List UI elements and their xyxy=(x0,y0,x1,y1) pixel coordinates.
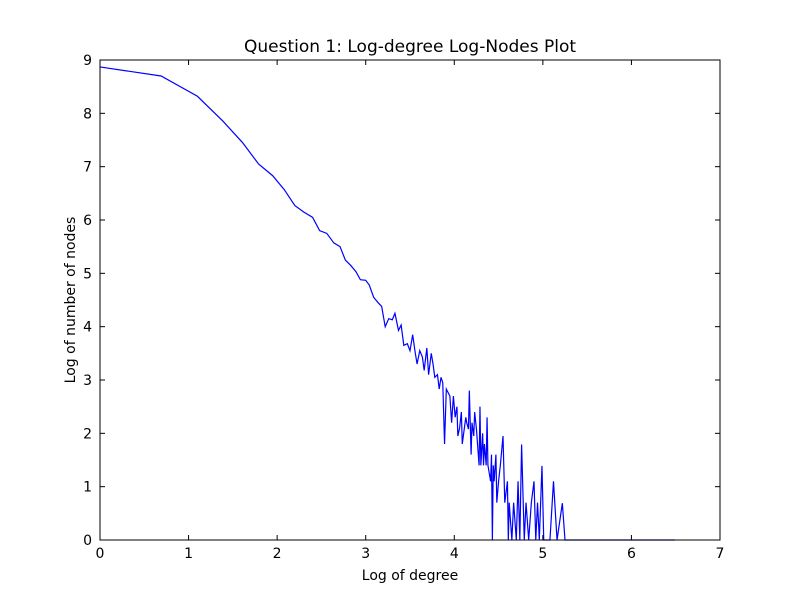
x-tick-label: 7 xyxy=(716,546,725,562)
x-tick-label: 0 xyxy=(96,546,105,562)
x-tick-label: 5 xyxy=(538,546,547,562)
y-tick-label: 9 xyxy=(83,53,92,69)
x-tick-label: 1 xyxy=(184,546,193,562)
x-tick-label: 4 xyxy=(450,546,459,562)
y-tick-label: 8 xyxy=(83,106,92,122)
y-tick-label: 7 xyxy=(83,160,92,176)
y-tick-label: 1 xyxy=(83,480,92,496)
y-tick-label: 5 xyxy=(83,266,92,282)
data-line xyxy=(99,66,675,541)
x-axis-label: Log of degree xyxy=(362,568,458,584)
y-tick-label: 0 xyxy=(83,533,92,549)
plot-frame xyxy=(99,59,721,541)
y-tick-label: 3 xyxy=(83,373,92,389)
y-axis-label: Log of number of nodes xyxy=(63,217,79,384)
chart-title: Question 1: Log-degree Log-Nodes Plot xyxy=(244,37,576,57)
x-tick-label: 3 xyxy=(361,546,370,562)
y-tick-label: 6 xyxy=(83,213,92,229)
y-tick-label: 2 xyxy=(83,426,92,442)
x-tick-label: 2 xyxy=(273,546,282,562)
x-tick-label: 6 xyxy=(627,546,636,562)
y-tick-label: 4 xyxy=(83,320,92,336)
